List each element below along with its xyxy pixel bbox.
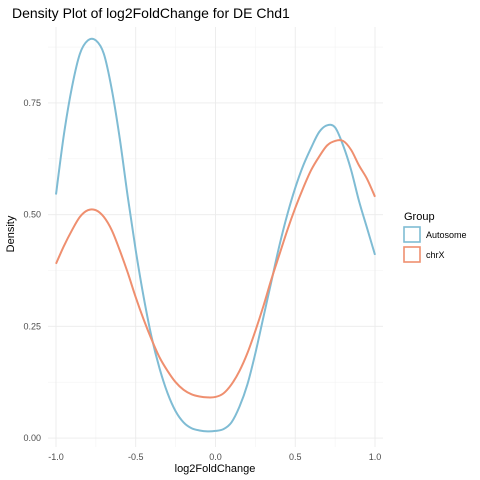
x-axis-title: log2FoldChange (175, 463, 256, 475)
legend-key (403, 246, 421, 263)
x-tick-label: 1.0 (369, 452, 382, 462)
legend-key (403, 226, 421, 243)
series-line-autosome (54, 37, 376, 433)
tick-labels: -1.0 -0.5 0.0 0.5 1.0 0.00 0.25 0.50 0.75 (23, 98, 381, 462)
x-tick-label: -1.0 (48, 452, 64, 462)
grid-lines (48, 27, 383, 447)
y-tick-label: 0.00 (23, 433, 41, 443)
legend: Group Autosome chrX (403, 211, 467, 263)
series-line-chrx (55, 139, 376, 399)
legend-label: Autosome (426, 230, 467, 240)
legend-title: Group (404, 211, 435, 223)
chart-title: Density Plot of log2FoldChange for DE Ch… (12, 5, 290, 21)
x-tick-label: 0.5 (289, 452, 302, 462)
y-axis-title: Density (5, 215, 17, 252)
x-tick-label: 0.0 (209, 452, 222, 462)
y-tick-label: 0.75 (23, 98, 41, 108)
legend-label: chrX (426, 250, 445, 260)
y-tick-label: 0.50 (23, 210, 41, 220)
y-tick-label: 0.25 (23, 321, 41, 331)
series-lines (54, 37, 376, 433)
x-tick-label: -0.5 (128, 452, 144, 462)
